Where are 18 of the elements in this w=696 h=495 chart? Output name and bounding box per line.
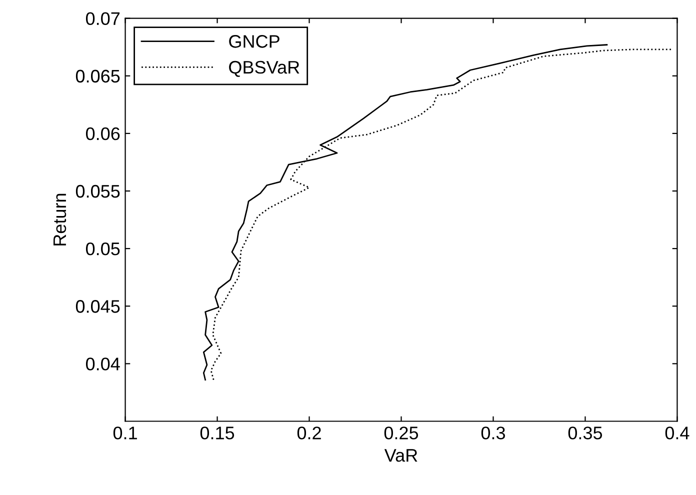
x-tick-label: 0.1 <box>113 426 137 440</box>
legend-label: GNCP <box>229 35 280 48</box>
y-axis-title: Return <box>54 194 66 246</box>
y-tick-label: 0.045 <box>76 300 120 313</box>
y-tick-label: 0.065 <box>76 70 120 83</box>
y-tick-label: 0.05 <box>86 242 120 256</box>
legend-label: QBSVaR <box>229 60 300 77</box>
x-tick-label: 0.4 <box>665 426 690 440</box>
y-tick-label: 0.04 <box>86 358 120 370</box>
y-tick-label: 0.06 <box>86 127 120 140</box>
x-tick-label: 0.15 <box>200 426 234 440</box>
x-tick-label: 0.35 <box>568 426 602 440</box>
x-tick-label: 0.2 <box>297 426 321 440</box>
y-tick-label: 0.055 <box>76 184 120 198</box>
y-tick-label: 0.07 <box>86 12 120 26</box>
x-tick-label: 0.25 <box>384 426 418 440</box>
x-axis-title: VaR <box>384 449 418 462</box>
x-tick-label: 0.3 <box>481 426 505 440</box>
